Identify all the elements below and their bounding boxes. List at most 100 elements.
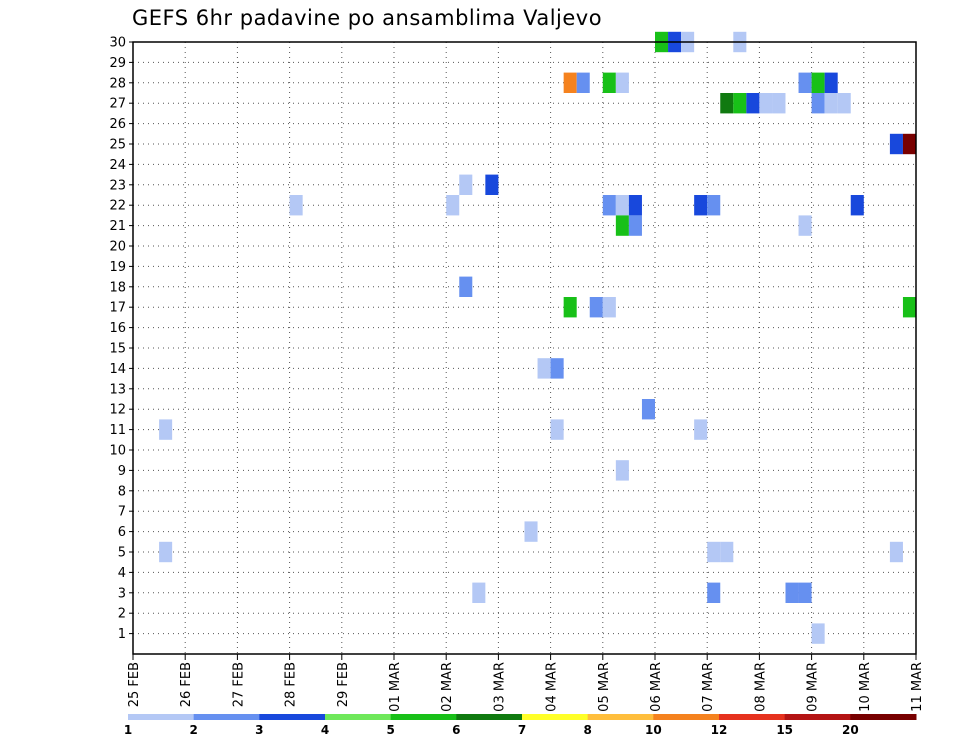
x-tick-label: 11 MAR [910,662,925,712]
heatmap-cell [889,541,903,563]
y-tick-label: 23 [109,178,126,193]
y-tick-label: 1 [118,627,126,642]
y-tick-label: 8 [118,484,126,499]
heatmap-cell [824,72,838,93]
heatmap-cell [602,72,616,93]
y-tick-label: 26 [109,117,126,132]
heatmap-cell [289,195,303,216]
y-tick-label: 2 [118,607,126,622]
heatmap-cell [707,582,721,603]
heatmap-cell [602,195,616,216]
x-tick-label: 26 FEB [179,662,194,707]
y-tick-label: 17 [109,301,126,316]
y-tick-label: 6 [118,525,126,540]
heatmap-cell [159,419,173,440]
heatmap-cell [576,72,590,93]
heatmap-cell [550,419,564,440]
y-tick-label: 10 [109,444,126,459]
legend-swatch [850,714,917,720]
x-tick-label: 28 FEB [284,662,299,707]
legend-label: 1 [124,723,132,737]
legend-swatch [522,714,589,720]
legend-label: 7 [518,723,526,737]
x-tick-label: 07 MAR [701,662,716,712]
y-tick-label: 20 [109,240,126,255]
y-tick-label: 22 [109,199,126,214]
heatmap-cell [615,215,629,236]
y-tick-label: 18 [109,280,126,295]
heatmap-cell [824,93,838,114]
x-tick-label: 29 FEB [336,662,351,707]
legend-swatch [653,714,720,720]
y-tick-label: 4 [118,566,126,581]
heatmap-cell [602,297,616,318]
y-tick-label: 27 [109,97,126,112]
y-tick-label: 25 [109,138,126,153]
y-tick-label: 3 [118,586,126,601]
legend-label: 8 [583,723,591,737]
heatmap-cell [615,460,629,481]
legend-swatch [719,714,786,720]
y-tick-label: 30 [109,36,126,51]
x-tick-label: 08 MAR [753,662,768,712]
heatmap-cell [733,93,747,114]
y-tick-label: 13 [109,382,126,397]
legend-swatch [784,714,851,720]
x-tick-label: 06 MAR [649,662,664,712]
x-tick-label: 04 MAR [545,662,560,712]
y-tick-label: 12 [109,403,126,418]
heatmap-cell [485,174,499,195]
y-tick-label: 28 [109,76,126,91]
y-tick-label: 29 [109,56,126,71]
heatmap-cell [707,541,721,563]
y-tick-label: 16 [109,321,126,336]
y-tick-label: 15 [109,342,126,357]
heatmap-cell [694,419,708,440]
heatmap-cell [615,195,629,216]
legend-label: 4 [321,723,329,737]
y-tick-label: 19 [109,260,126,275]
legend-swatch [456,714,523,720]
x-tick-label: 02 MAR [440,662,455,712]
heatmap-cell [641,399,655,420]
heatmap-cell [785,582,799,603]
y-tick-label: 9 [118,464,126,479]
legend-label: 6 [452,723,460,737]
heatmap-cell [459,276,473,297]
legend-label: 15 [776,723,793,737]
x-tick-label: 25 FEB [127,662,142,707]
legend-swatch [390,714,457,720]
heatmap-cell [798,582,812,603]
legend-swatch [259,714,326,720]
y-tick-label: 5 [118,546,126,561]
x-tick-label: 01 MAR [388,662,403,712]
legend-label: 3 [255,723,263,737]
legend-swatch [128,714,195,720]
x-tick-label: 05 MAR [597,662,612,712]
legend-swatch [325,714,392,720]
heatmap-cell [628,215,642,236]
heatmap-cell [811,93,825,114]
heatmap-cell [850,195,864,216]
heatmap-cell [472,582,486,603]
x-tick-label: 09 MAR [806,662,821,712]
heatmap-cell [159,541,173,563]
heatmap-cell [524,521,538,542]
x-tick-label: 27 FEB [231,662,246,707]
x-tick-label: 10 MAR [858,662,873,712]
legend-label: 5 [386,723,394,737]
x-tick-label: 03 MAR [492,662,507,712]
heatmap-cell [628,195,642,216]
y-tick-label: 14 [109,362,126,377]
heatmap-cell [459,174,473,195]
heatmap-cell [589,297,603,318]
heatmap-cell [759,93,773,114]
legend-label: 10 [645,723,662,737]
heatmap-cell [798,215,812,236]
heatmap-cell [837,93,851,114]
legend-label: 20 [842,723,859,737]
legend-swatch [587,714,654,720]
y-tick-label: 7 [118,505,126,520]
